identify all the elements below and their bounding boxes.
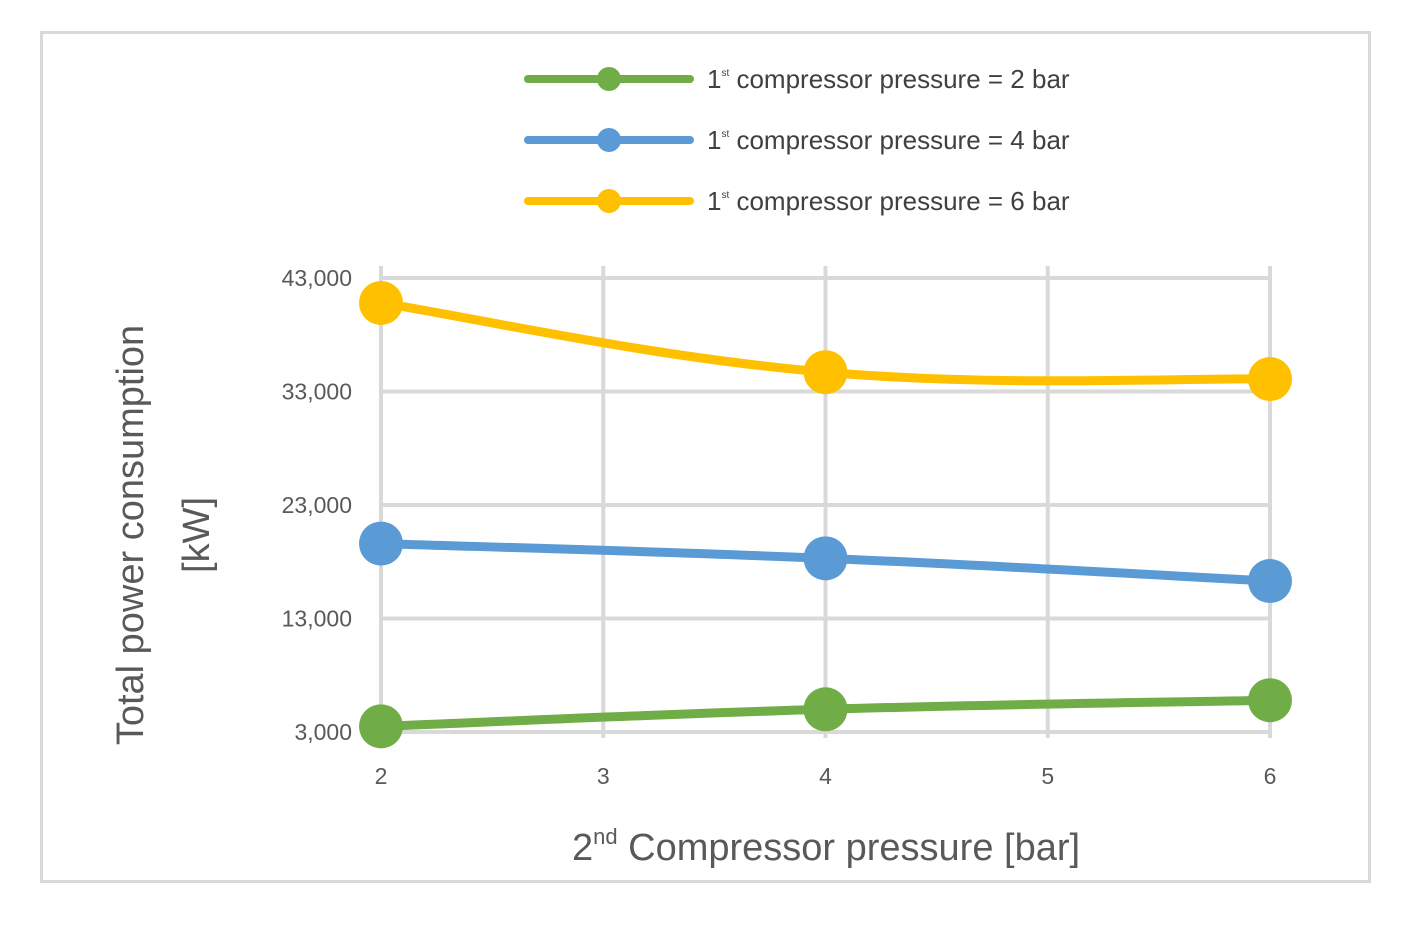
data-point bbox=[359, 521, 403, 566]
x-tick-label: 5 bbox=[1041, 763, 1054, 789]
data-point bbox=[1248, 678, 1292, 723]
legend-marker bbox=[597, 67, 621, 91]
data-point bbox=[1248, 357, 1292, 402]
y-axis-title-line2: [kW] bbox=[176, 497, 218, 573]
x-tick-labels: 2 3 4 5 6 bbox=[375, 763, 1277, 789]
y-tick-label: 3,000 bbox=[294, 719, 352, 745]
x-tick-label: 6 bbox=[1264, 763, 1277, 789]
legend-marker bbox=[597, 128, 621, 152]
legend-marker bbox=[597, 189, 621, 213]
series-lines bbox=[359, 280, 1292, 749]
y-tick-label: 43,000 bbox=[282, 265, 352, 291]
x-tick-label: 2 bbox=[375, 763, 388, 789]
data-point bbox=[803, 687, 848, 732]
data-point bbox=[1248, 559, 1292, 604]
grid bbox=[379, 266, 1272, 738]
data-point bbox=[803, 350, 848, 395]
x-tick-label: 4 bbox=[819, 763, 832, 789]
data-point bbox=[803, 536, 848, 581]
y-axis-title: Total power consumption [kW] bbox=[110, 325, 218, 745]
legend-label: 1st compressor pressure = 6 bar bbox=[707, 186, 1070, 216]
x-tick-label: 3 bbox=[597, 763, 610, 789]
y-tick-label: 13,000 bbox=[282, 606, 352, 632]
legend-label: 1st compressor pressure = 2 bar bbox=[707, 64, 1070, 94]
data-point bbox=[359, 280, 403, 325]
x-axis-title: 2nd Compressor pressure [bar] bbox=[572, 824, 1080, 869]
legend-label: 1st compressor pressure = 4 bar bbox=[707, 125, 1070, 155]
data-point bbox=[359, 704, 403, 749]
y-tick-label: 23,000 bbox=[282, 492, 352, 518]
chart-frame bbox=[40, 31, 1371, 883]
y-tick-labels: 3,000 13,000 23,000 33,000 43,000 bbox=[282, 265, 352, 745]
y-tick-label: 33,000 bbox=[282, 379, 352, 405]
y-axis-title-line1: Total power consumption bbox=[110, 325, 152, 745]
legend: 1st compressor pressure = 2 bar 1st compr… bbox=[524, 64, 1070, 216]
